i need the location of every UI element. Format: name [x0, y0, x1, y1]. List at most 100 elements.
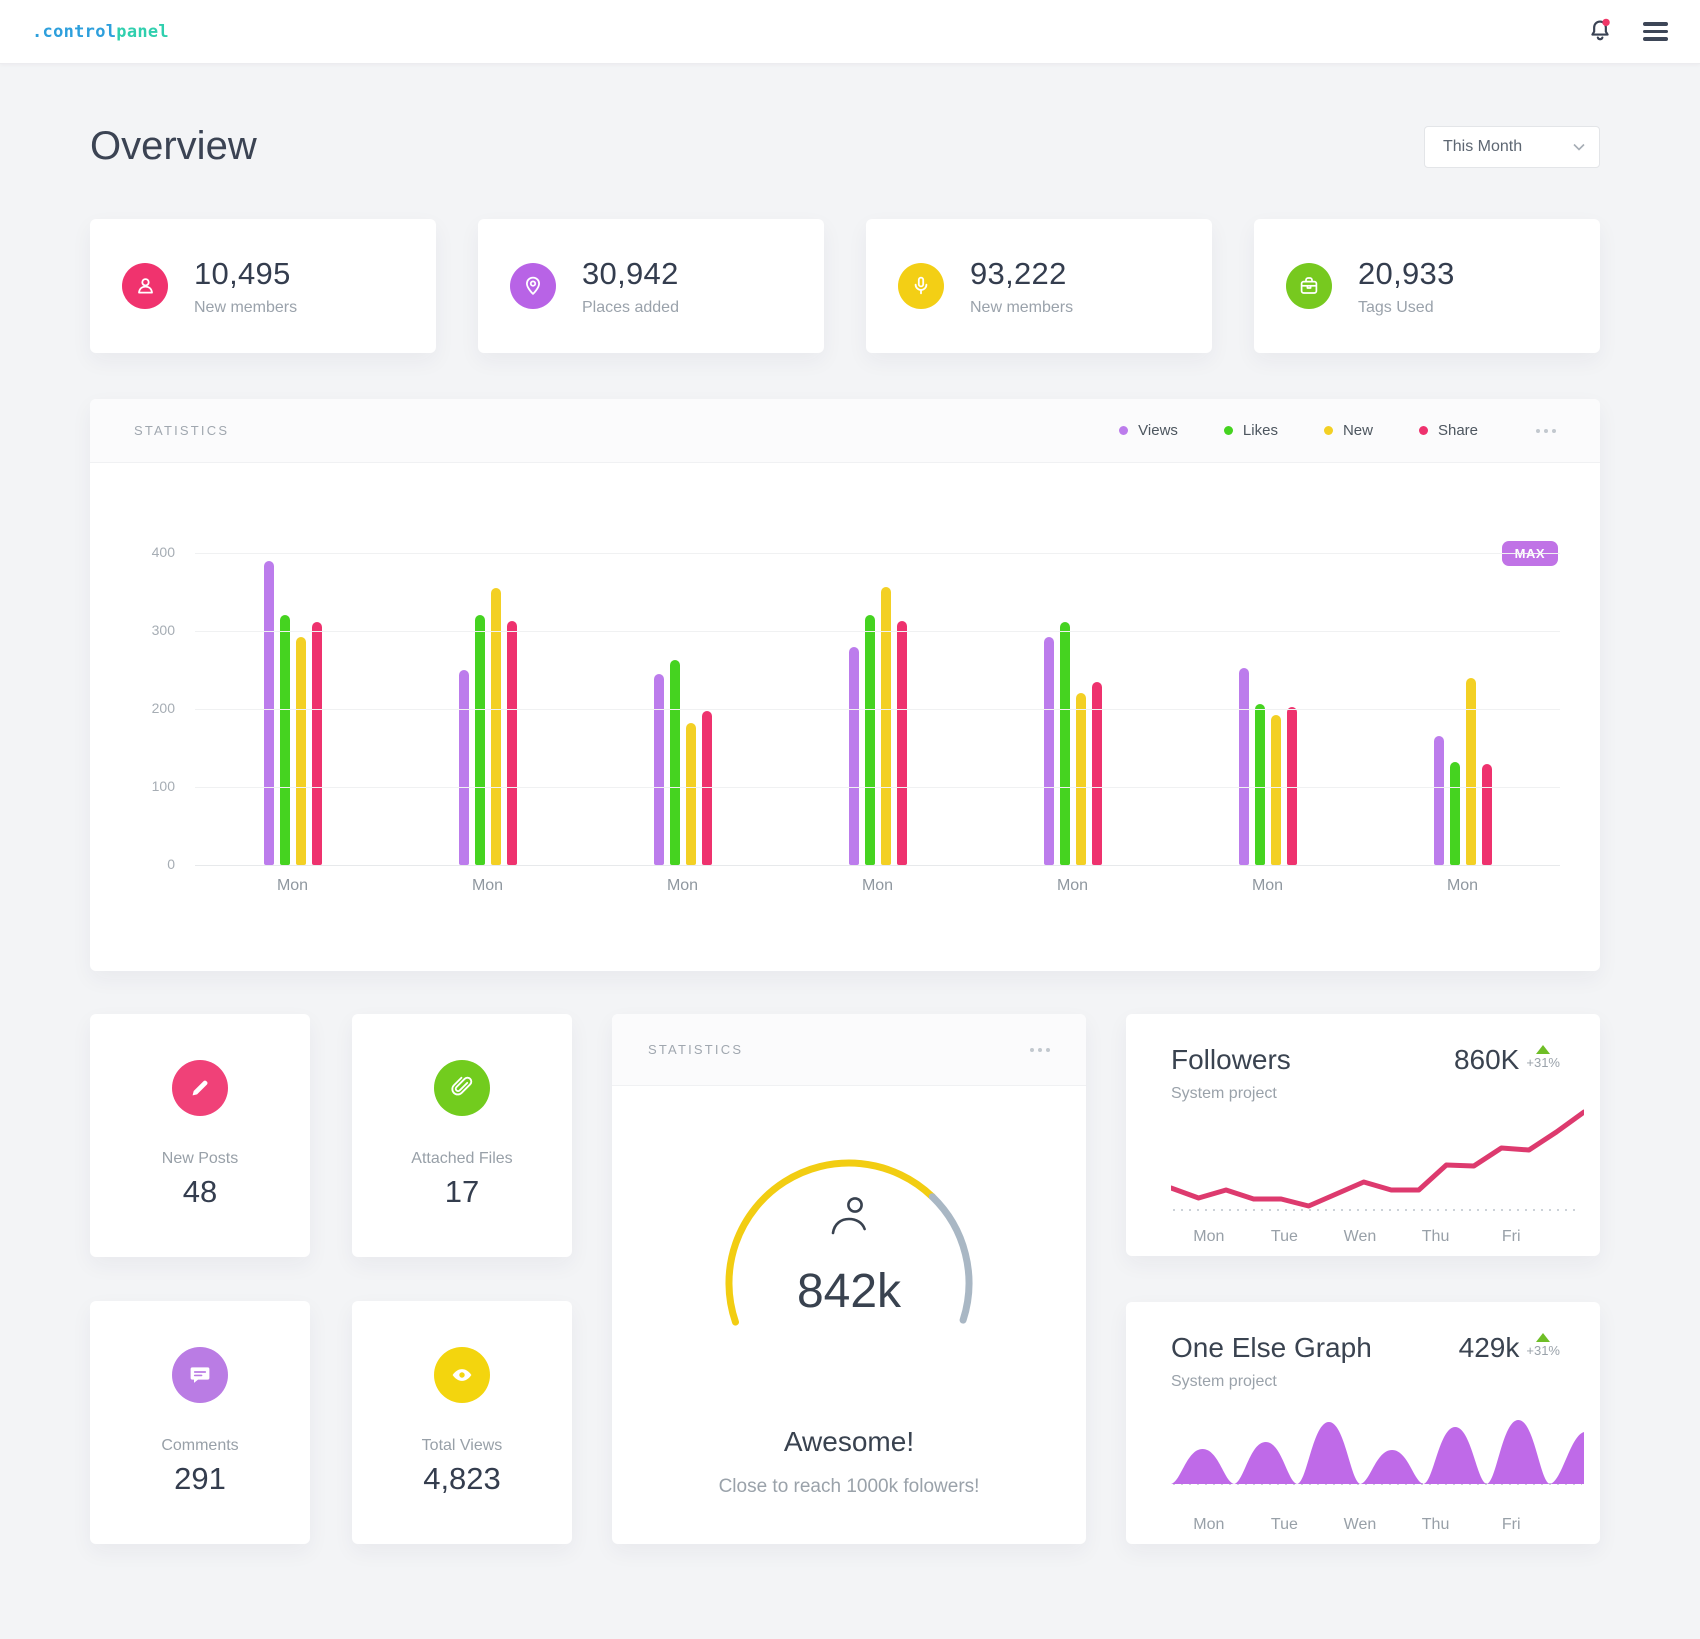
y-axis-tick: 200: [151, 700, 175, 716]
bar-views: [458, 670, 469, 865]
eye-icon: [434, 1347, 490, 1403]
stat-value: 20,933: [1358, 255, 1455, 291]
y-axis-tick: 300: [151, 622, 175, 638]
mini-card-value: 48: [182, 1174, 218, 1209]
stat-card-places-added: 30,942 Places added: [478, 219, 824, 353]
pencil-icon: [172, 1060, 228, 1116]
gauge-card-header: STATISTICS: [612, 1014, 1086, 1086]
briefcase-icon: [1286, 263, 1332, 309]
comment-icon: [172, 1347, 228, 1403]
legend-item-views[interactable]: Views: [1119, 422, 1178, 439]
gauge-value: 842k: [796, 1265, 902, 1318]
x-axis-label: Mon: [276, 877, 309, 894]
x-axis-label: Thu: [1421, 1516, 1450, 1533]
x-axis-label: Mon: [666, 877, 699, 894]
followers-subtitle: System project: [1171, 1085, 1277, 1102]
statistics-gauge-card: STATISTICS: [612, 1014, 1086, 1544]
bar-share: [701, 711, 712, 865]
bar-views: [1433, 736, 1444, 865]
followers-card: Followers System project 860K +31%: [1126, 1014, 1600, 1256]
legend-item-share[interactable]: Share: [1418, 422, 1478, 439]
more-options-icon[interactable]: [1030, 1040, 1050, 1060]
period-dropdown-value: This Month: [1443, 137, 1523, 155]
legend-label: Likes: [1242, 422, 1278, 439]
bar-new: [295, 636, 306, 865]
bar-group: [653, 553, 712, 865]
members-icon: [122, 263, 168, 309]
y-axis-tick: 400: [151, 544, 175, 560]
bar-views: [1043, 637, 1054, 865]
legend-dot: [1119, 426, 1129, 435]
gridline: [195, 709, 1560, 710]
followers-line-chart: [1171, 1090, 1584, 1216]
bar-new: [1465, 677, 1476, 865]
mini-card-label: Total Views: [421, 1437, 503, 1454]
x-axis-label: Wen: [1343, 1228, 1377, 1245]
gridline: [195, 787, 1560, 788]
bar-share: [1286, 707, 1297, 865]
statistics-chart-header: STATISTICS Views Likes New Share: [90, 399, 1600, 463]
legend-item-new[interactable]: New: [1323, 422, 1373, 439]
bar-likes: [669, 659, 680, 865]
x-axis-labels: Mon Tue Wen Thu Fri: [1171, 1516, 1549, 1534]
notification-dot: [1602, 18, 1610, 27]
logo-secondary-text: panel: [116, 21, 169, 42]
page-content: Overview This Month 10,495 New members: [0, 124, 1700, 1628]
paperclip-icon: [434, 1060, 490, 1116]
stat-card-new-members: 10,495 New members: [90, 219, 436, 353]
one-else-subtitle: System project: [1171, 1373, 1277, 1390]
one-else-value: 429k: [1458, 1332, 1520, 1363]
x-axis-label: Fri: [1501, 1228, 1521, 1245]
notifications-button[interactable]: [1585, 15, 1615, 48]
stat-label: New members: [194, 298, 298, 316]
bar-new: [1075, 693, 1086, 865]
bar-likes: [1254, 703, 1265, 865]
title-row: Overview This Month: [90, 124, 1600, 169]
stat-card-tags-used: 20,933 Tags Used: [1254, 219, 1600, 353]
bar-share: [896, 620, 907, 865]
gridline: [195, 553, 1560, 554]
legend-item-likes[interactable]: Likes: [1223, 422, 1278, 439]
followers-person-icon: [699, 1194, 999, 1238]
menu-button[interactable]: [1641, 20, 1670, 43]
bar-views: [848, 646, 859, 865]
legend-label: Views: [1138, 422, 1178, 439]
mini-card-value: 17: [444, 1174, 480, 1209]
followers-title: Followers: [1171, 1044, 1291, 1075]
mini-card-value: 291: [174, 1461, 226, 1496]
y-axis-tick: 100: [151, 778, 175, 794]
logo-primary-text: .control: [32, 21, 117, 42]
bar-new: [685, 723, 696, 865]
x-axis-label: Mon: [471, 877, 504, 894]
stat-value: 10,495: [194, 255, 291, 291]
period-dropdown[interactable]: This Month: [1424, 125, 1600, 168]
x-axis-label: Wen: [1343, 1516, 1377, 1533]
bar-likes: [1059, 622, 1070, 865]
bar-group: [263, 553, 322, 865]
bar-share: [1091, 681, 1102, 865]
bottom-section: New Posts 48 Attached Files 17: [90, 1014, 1600, 1628]
bar-likes: [474, 615, 485, 865]
one-else-delta: +31%: [1526, 1343, 1560, 1358]
stat-card-new-members-2: 93,222 New members: [866, 219, 1212, 353]
mini-card-value: 4,823: [423, 1461, 501, 1496]
x-axis-labels: Mon Mon Mon Mon Mon Mon Mon: [195, 877, 1560, 895]
trend-up-icon: [1536, 1045, 1551, 1054]
more-options-icon[interactable]: [1536, 421, 1556, 441]
stat-value: 93,222: [970, 255, 1067, 291]
stat-label: New members: [970, 298, 1074, 316]
x-axis-label: Tue: [1270, 1228, 1298, 1245]
bar-likes: [279, 615, 290, 865]
mini-card-new-posts: New Posts 48: [90, 1014, 310, 1257]
x-axis-label: Fri: [1501, 1516, 1521, 1533]
gridline: [195, 631, 1560, 632]
bar-groups: [195, 553, 1560, 865]
x-axis-label: Mon: [861, 877, 894, 894]
stat-cards-row: 10,495 New members 30,942 Places added: [90, 219, 1600, 353]
bar-share: [1481, 763, 1492, 865]
bar-new: [490, 588, 501, 865]
x-axis-label: Mon: [1446, 877, 1479, 894]
mini-card-comments: Comments 291: [90, 1301, 310, 1544]
stat-label: Tags Used: [1358, 298, 1434, 316]
card-title: STATISTICS: [134, 423, 230, 438]
